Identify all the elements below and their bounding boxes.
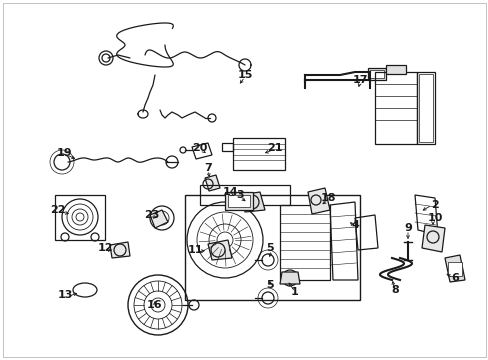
Text: 16: 16 [147,300,163,310]
Polygon shape [204,175,220,191]
Text: 20: 20 [192,143,207,153]
Bar [227,195,249,207]
Text: 10: 10 [427,213,442,223]
Bar [447,262,461,276]
Text: 2: 2 [430,200,438,210]
Text: 13: 13 [57,290,73,300]
Text: 6: 6 [450,273,458,283]
Text: 4: 4 [350,220,358,230]
Polygon shape [110,242,130,258]
Polygon shape [207,240,231,260]
Bar [385,65,405,74]
Text: 7: 7 [203,163,211,173]
Bar [222,143,232,151]
Polygon shape [280,272,299,284]
Text: 18: 18 [320,193,335,203]
Text: 8: 8 [390,285,398,295]
Text: 17: 17 [351,75,367,85]
Text: 21: 21 [267,143,282,153]
Bar [200,185,289,205]
Bar [416,72,434,144]
Text: 14: 14 [222,187,237,197]
Text: 19: 19 [57,148,73,158]
Bar [232,138,285,170]
Polygon shape [421,225,444,252]
Polygon shape [444,255,464,282]
Polygon shape [150,210,168,228]
Text: 9: 9 [403,223,411,233]
Text: 3: 3 [236,190,244,200]
Text: 5: 5 [265,280,273,290]
Text: 12: 12 [97,243,113,253]
Polygon shape [240,192,264,212]
Text: 23: 23 [144,210,160,220]
Bar [224,192,252,210]
Text: 1: 1 [290,287,298,297]
Bar [55,195,105,240]
Bar [367,68,385,80]
Text: 11: 11 [187,245,203,255]
Bar [374,72,416,144]
Polygon shape [307,188,329,214]
Bar [418,74,432,142]
Bar [184,195,359,300]
Text: 22: 22 [50,205,65,215]
Text: 5: 5 [265,243,273,253]
Bar [369,70,383,78]
Text: 15: 15 [237,70,252,80]
Bar [280,205,329,280]
